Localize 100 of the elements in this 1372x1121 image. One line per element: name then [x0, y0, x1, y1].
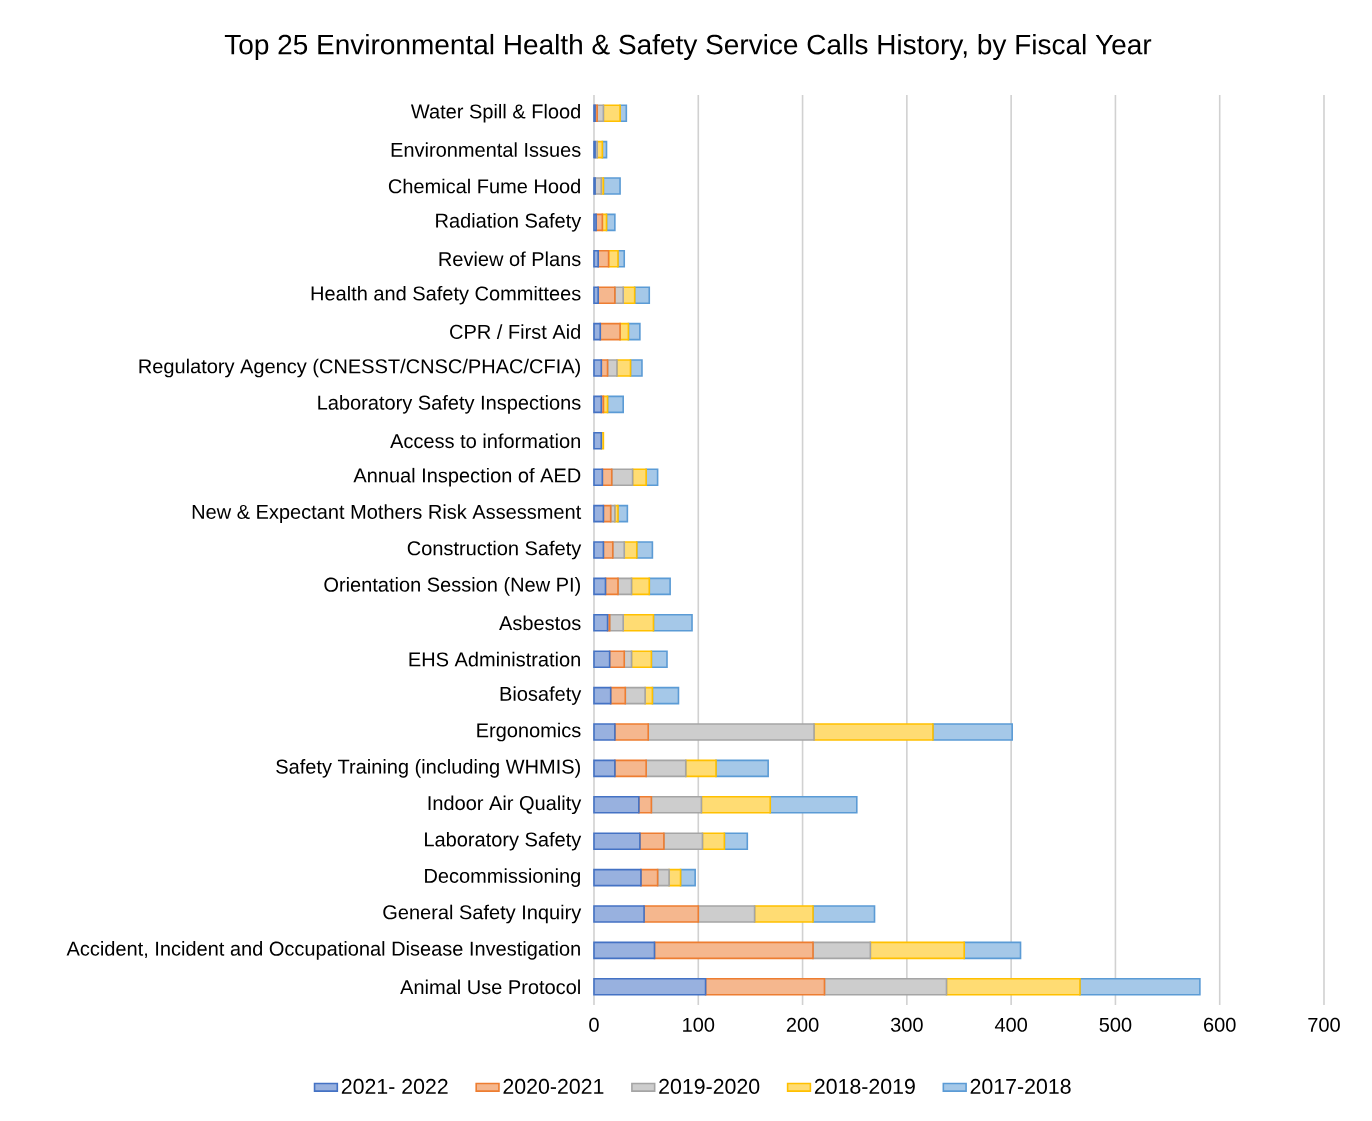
- bar: [602, 104, 621, 122]
- bar: [604, 577, 619, 596]
- bar: [602, 177, 621, 195]
- y-tick-label: Water Spill & Flood: [410, 103, 580, 123]
- bar: [701, 832, 726, 850]
- bar: [593, 832, 641, 850]
- bar: [704, 978, 826, 996]
- bar: [1079, 978, 1201, 996]
- bar: [593, 868, 642, 887]
- y-tick-label: Asbestos: [499, 615, 581, 631]
- bar: [614, 759, 647, 778]
- bar: [593, 541, 605, 559]
- bar: [932, 723, 1013, 741]
- bar: [643, 905, 700, 923]
- y-tick-label: Decommissioning: [425, 868, 580, 887]
- bar: [650, 796, 703, 814]
- bar: [630, 650, 653, 668]
- bar: [593, 905, 645, 923]
- y-tick-label: Biosafety: [500, 686, 582, 705]
- bar: [812, 941, 872, 960]
- y-tick-label: Ergonomics: [477, 722, 581, 742]
- x-tick-label: 600: [1204, 1017, 1236, 1032]
- y-tick-label: Chemical Fume Hood: [388, 178, 580, 194]
- y-tick-label: Laboratory Safety: [425, 831, 582, 851]
- x-tick-label: 200: [786, 1017, 819, 1032]
- bar: [679, 868, 696, 887]
- bar: [606, 359, 618, 377]
- bar: [593, 250, 599, 268]
- y-tick-label: Safety Training (including WHMIS): [276, 759, 580, 778]
- bar: [769, 796, 858, 814]
- bar: [614, 723, 650, 741]
- bar: [593, 286, 599, 304]
- legend-label: 2018-2019: [814, 1078, 915, 1094]
- y-tick-label: Accident, Incident and Occupational Disease Investigation: [66, 941, 580, 960]
- y-tick-label: Review of Plans: [439, 251, 581, 267]
- bar: [623, 541, 638, 559]
- bar: [609, 686, 627, 705]
- bar: [697, 905, 756, 923]
- bar: [624, 686, 646, 705]
- bar: [593, 941, 656, 960]
- bar: [647, 723, 815, 741]
- legend-label: 2017-2018: [970, 1078, 1071, 1094]
- bar: [650, 650, 668, 668]
- bar: [593, 723, 616, 741]
- y-tick-label: Radiation Safety: [436, 213, 582, 232]
- bar: [593, 759, 616, 778]
- bar: [652, 614, 693, 632]
- bar: [639, 832, 665, 850]
- bar: [597, 286, 616, 304]
- bar: [593, 686, 612, 705]
- bar: [593, 322, 602, 341]
- bar: [622, 614, 655, 632]
- bar: [601, 468, 613, 486]
- legend-label: 2021- 2022: [341, 1078, 448, 1094]
- x-tick-label: 700: [1308, 1017, 1340, 1032]
- bar: [593, 432, 603, 450]
- bar: [602, 541, 614, 559]
- bar: [645, 759, 687, 778]
- bar: [608, 614, 624, 632]
- x-tick-label: 0: [589, 1017, 599, 1032]
- x-tick-label: 300: [890, 1017, 923, 1032]
- bar: [593, 577, 607, 596]
- bar: [631, 468, 647, 486]
- bar: [700, 796, 772, 814]
- bar: [606, 395, 624, 414]
- bar: [593, 978, 707, 996]
- bar: [635, 541, 654, 559]
- bar: [630, 577, 651, 596]
- bar: [593, 796, 640, 814]
- bar: [593, 468, 604, 486]
- bar: [593, 359, 603, 377]
- y-tick-label: Laboratory Safety Inspections: [318, 395, 581, 414]
- bar: [684, 759, 717, 778]
- bar: [593, 650, 611, 668]
- bar: [715, 759, 769, 778]
- x-tick-label: 100: [683, 1017, 715, 1032]
- bar: [648, 577, 671, 596]
- y-tick-label: Animal Use Protocol: [400, 979, 580, 995]
- bar: [593, 614, 609, 632]
- chart-title: Top 25 Environmental Health & Safety Service Calls History, by Fiscal Year: [224, 33, 1152, 61]
- bar: [607, 250, 619, 268]
- y-tick-label: New & Expectant Mothers Risk Assessment: [192, 504, 582, 523]
- legend-label: 2020-2021: [503, 1078, 604, 1094]
- y-tick-label: Orientation Session (New PI): [324, 577, 580, 596]
- bar: [627, 322, 641, 341]
- bar: [963, 941, 1022, 960]
- y-tick-label: Regulatory Agency (CNESST/CNSC/PHAC/CFIA): [139, 358, 580, 378]
- bar: [599, 322, 621, 341]
- bar: [593, 395, 603, 414]
- bar: [945, 978, 1081, 996]
- y-tick-label: Construction Safety: [407, 540, 582, 560]
- bar: [823, 978, 948, 996]
- bar: [608, 650, 626, 668]
- y-tick-label: Access to information: [390, 433, 580, 449]
- bar: [653, 941, 814, 960]
- bar: [629, 359, 643, 377]
- y-tick-label: General Safety Inquiry: [383, 904, 582, 924]
- bar: [593, 504, 605, 523]
- y-tick-label: CPR / First Aid: [450, 324, 580, 339]
- y-tick-label: Environmental Issues: [391, 142, 581, 157]
